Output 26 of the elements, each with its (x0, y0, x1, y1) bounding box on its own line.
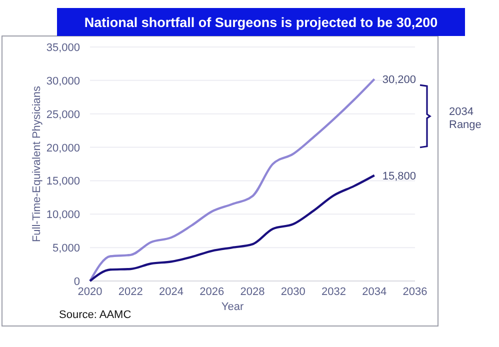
y-tick-label: 30,000 (46, 75, 80, 88)
text: 2034 Range (449, 106, 482, 132)
y-tick-label: 35,000 (46, 42, 80, 54)
y-tick-label: 25,000 (46, 108, 80, 121)
chart-title: National shortfall of Surgeons is projected to be 30,200 (84, 15, 438, 30)
y-tick-label: 15,000 (46, 176, 80, 188)
y-tick-label: 0 (74, 276, 80, 288)
x-tick-label: 2032 (322, 286, 346, 298)
x-tick-label: 2034 (362, 286, 387, 298)
annotation: 30,200 (382, 74, 416, 86)
y-axis-title: Full-Time-Equivalent Physicians (31, 85, 43, 242)
x-tick-label: 2020 (78, 286, 102, 298)
y-tick-label: 20,000 (46, 142, 80, 154)
line-series (88, 78, 376, 282)
x-tick-label: 2022 (118, 286, 143, 298)
x-tick-label: 2036 (402, 286, 428, 298)
y-tick-label: 5,000 (52, 242, 80, 255)
x-tick-label: 2030 (280, 286, 306, 298)
y-tick-label: 10,000 (46, 209, 80, 222)
source-note: Source: AAMC (59, 309, 132, 321)
line-series (88, 174, 376, 282)
x-tick-label: 2024 (159, 286, 184, 298)
annotation: 15,800 (382, 170, 416, 182)
x-tick-label: 2026 (200, 286, 224, 298)
x-tick-label: 2028 (240, 286, 265, 298)
x-axis-title: Year (221, 301, 244, 313)
